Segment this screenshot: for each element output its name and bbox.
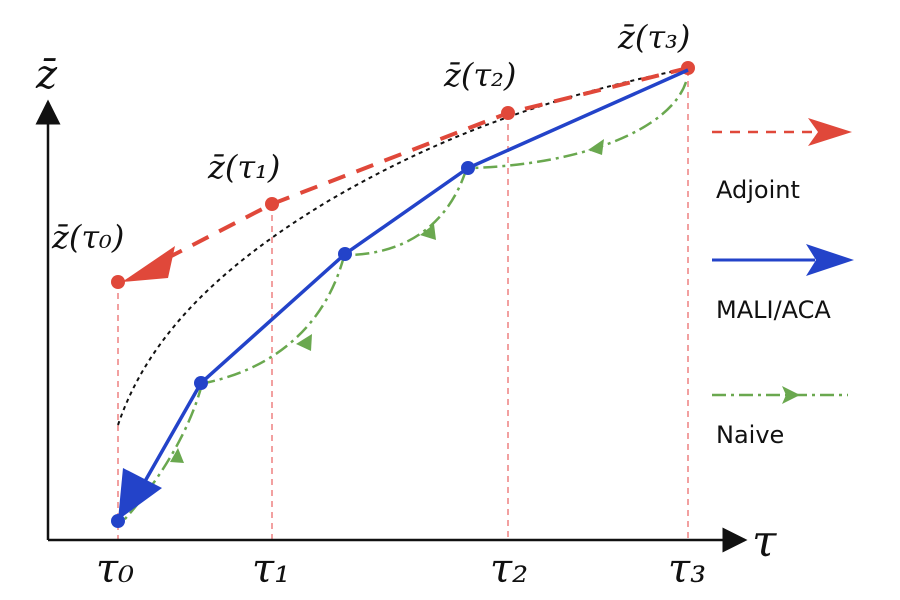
legend-item-naive: Naive: [712, 386, 848, 449]
adjoint-arrowhead: [122, 246, 175, 282]
adjoint-point-tau1: [265, 197, 279, 211]
legend-arrowhead-naive: [782, 386, 800, 404]
naive-arrowhead-2: [420, 224, 436, 240]
legend-item-mali: MALI/ACA: [712, 244, 854, 324]
point-label-tau1: z̄(τ₁): [207, 148, 280, 186]
naive-arrowhead-3: [296, 334, 312, 351]
y-axis-label: z̄: [35, 52, 58, 98]
legend-label-naive: Naive: [716, 421, 784, 449]
naive-arc-3: [204, 255, 346, 385]
adjoint-path: [111, 61, 695, 289]
adjoint-point-tau0: [111, 275, 125, 289]
adjoint-line: [151, 66, 689, 268]
legend: Adjoint MALI/ACA Naive: [712, 118, 854, 449]
tick-label-tau0: τ₀: [96, 546, 134, 592]
point-label-tau3: z̄(τ₃): [617, 18, 690, 56]
legend-arrowhead-mali: [806, 244, 854, 276]
naive-arrowhead-4: [170, 448, 184, 463]
naive-arrowhead-1: [588, 139, 604, 155]
tick-label-tau2: τ₂: [490, 546, 528, 592]
legend-arrowhead-adjoint: [808, 118, 852, 146]
legend-item-adjoint: Adjoint: [712, 118, 852, 204]
tick-label-tau3: τ₃: [668, 546, 706, 592]
mali-point-1: [194, 376, 208, 390]
true-trajectory-curve: [117, 69, 681, 426]
naive-arc-1: [469, 81, 688, 170]
point-label-tau2: z̄(τ₂): [443, 56, 516, 94]
mali-path: [111, 68, 689, 528]
point-label-tau0: z̄(τ₀): [51, 218, 124, 256]
guide-lines: [117, 70, 689, 540]
x-axis-label: τ: [752, 516, 777, 567]
mali-line: [138, 68, 689, 491]
naive-arrowheads: [170, 139, 604, 463]
mali-point-2: [338, 247, 352, 261]
legend-label-adjoint: Adjoint: [716, 176, 800, 204]
adjoint-point-tau2: [501, 106, 515, 120]
tick-label-tau1: τ₁: [252, 546, 290, 592]
naive-arc-2: [344, 169, 468, 257]
mali-point-0: [111, 514, 125, 528]
legend-label-mali: MALI/ACA: [716, 296, 831, 324]
mali-arrowhead: [118, 468, 162, 520]
mali-point-3: [461, 161, 475, 175]
